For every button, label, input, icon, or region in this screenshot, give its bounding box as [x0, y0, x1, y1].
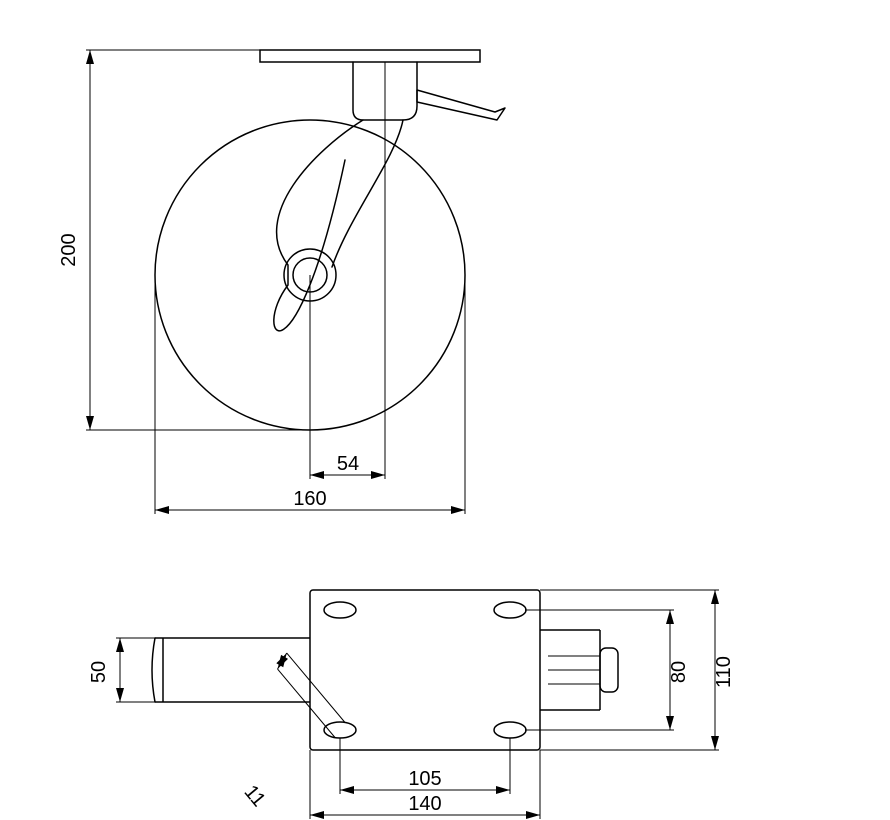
svg-text:200: 200: [58, 233, 80, 266]
svg-text:105: 105: [408, 768, 441, 790]
svg-text:80: 80: [668, 661, 690, 683]
top-view: 50 80 110 105 140 11: [88, 590, 735, 819]
svg-text:50: 50: [88, 661, 110, 683]
svg-text:140: 140: [408, 793, 441, 815]
svg-text:11: 11: [239, 781, 269, 811]
svg-text:110: 110: [713, 656, 735, 688]
technical-drawing: 200 54 160 50 80 110 105 140 11: [0, 0, 890, 820]
svg-text:54: 54: [337, 453, 359, 475]
side-view: 200 54 160: [58, 50, 505, 514]
svg-text:160: 160: [293, 488, 326, 510]
